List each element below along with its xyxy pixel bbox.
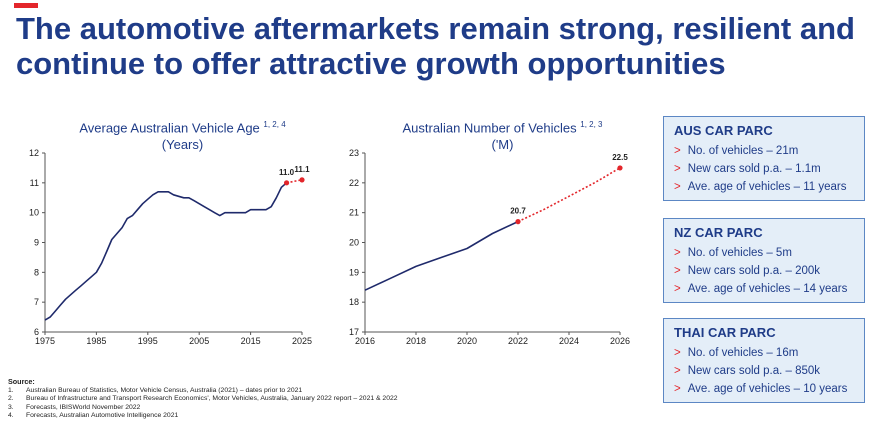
age-y-tick-label: 12	[29, 148, 39, 158]
count-point-marker	[515, 219, 521, 225]
age-forecast-line	[286, 179, 303, 184]
card-item: > Ave. age of vehicles – 11 years	[674, 178, 854, 196]
count-y-tick-label: 18	[349, 297, 359, 307]
card-item-text: No. of vehicles – 16m	[687, 347, 799, 359]
age-point-marker	[283, 180, 290, 186]
card-title: AUS CAR PARC	[674, 123, 773, 138]
card-title: THAI CAR PARC	[674, 325, 776, 340]
chevron-right-icon: >	[674, 283, 681, 295]
card-title: NZ CAR PARC	[674, 225, 763, 240]
card-item-text: No. of vehicles – 21m	[687, 145, 799, 157]
card-item-text: Ave. age of vehicles – 14 years	[687, 283, 848, 295]
card-item: > New cars sold p.a. – 1.1m	[674, 160, 854, 178]
chevron-right-icon: >	[674, 247, 681, 259]
chart2-title-text: Australian Number of Vehicles	[402, 120, 577, 136]
count-data-label: 22.5	[612, 153, 628, 162]
count-y-tick-label: 17	[349, 327, 359, 337]
count-point-marker	[617, 165, 623, 171]
age-x-tick-label: 2025	[292, 336, 312, 346]
age-x-tick-label: 1995	[138, 336, 158, 346]
age-x-tick-label: 1985	[86, 336, 106, 346]
source-number: 2.	[8, 395, 14, 403]
count-x-tick-label: 2016	[355, 336, 375, 346]
card-item: > No. of vehicles – 16m	[674, 344, 854, 362]
vehicle-count-chart: 17 18 19 20 21 22 23 2016 2018 2020 2022 2024 2026 20…	[349, 148, 630, 346]
chart1-unit: (Years)	[161, 137, 204, 153]
age-x-tick-label: 2015	[241, 336, 261, 346]
count-y-tick-label: 23	[349, 148, 359, 158]
source-text: Bureau of Infrastructure and Transport R…	[26, 395, 398, 403]
chart1-title-footnote: 1, 2, 4	[263, 120, 286, 129]
card-item: > Ave. age of vehicles – 10 years	[674, 380, 854, 398]
age-y-tick-label: 10	[29, 208, 39, 218]
count-y-tick-label: 20	[349, 238, 359, 248]
source-text: Australian Bureau of Statistics, Motor V…	[26, 386, 303, 394]
chart2-title: Australian Number of Vehicles 1, 2, 3 ('…	[360, 116, 645, 153]
age-data-label: 11.0	[279, 168, 295, 177]
chevron-right-icon: >	[674, 145, 681, 157]
chevron-right-icon: >	[674, 365, 681, 377]
source-text: Forecasts, Australian Automotive Intelli…	[26, 412, 179, 420]
vehicle-age-chart: 6 7 8 9 10 11 12 1975 1985 1995 2005 2015 2025 11.0 11…	[29, 148, 312, 346]
card-item-text: New cars sold p.a. – 200k	[687, 265, 821, 277]
card-item-text: New cars sold p.a. – 1.1m	[687, 163, 821, 175]
chart1-title: Average Australian Vehicle Age 1, 2, 4 (…	[40, 116, 325, 153]
source-text: Forecasts, IBISWorld November 2022	[26, 403, 141, 411]
source-item: 2. Bureau of Infrastructure and Transport…	[8, 395, 398, 404]
card-item: > No. of vehicles – 21m	[674, 142, 854, 160]
age-x-tick-label: 2005	[189, 336, 209, 346]
count-x-tick-label: 2024	[559, 336, 579, 346]
chart2-title-footnote: 1, 2, 3	[580, 120, 603, 129]
thai-car-parc-card: THAI CAR PARC > No. of vehicles – 16m > Ne…	[663, 318, 865, 403]
card-item: > New cars sold p.a. – 850k	[674, 362, 854, 380]
accent-bar	[14, 3, 38, 8]
age-y-tick-label: 8	[34, 267, 39, 277]
age-y-tick-label: 7	[34, 297, 39, 307]
source-item: 3. Forecasts, IBISWorld November 2022	[8, 404, 398, 413]
source-number: 1.	[8, 386, 14, 394]
card-item-text: Ave. age of vehicles – 10 years	[687, 383, 848, 395]
source-number: 3.	[8, 403, 14, 411]
age-x-tick-label: 1975	[35, 336, 55, 346]
sources-heading: Source:	[8, 377, 35, 386]
nz-car-parc-card: NZ CAR PARC > No. of vehicles – 5m > New c…	[663, 218, 865, 303]
card-item-text: Ave. age of vehicles – 11 years	[687, 181, 847, 193]
age-point-marker	[299, 177, 305, 183]
card-item: > New cars sold p.a. – 200k	[674, 262, 854, 280]
chevron-right-icon: >	[674, 347, 681, 359]
count-y-tick-label: 21	[349, 208, 359, 218]
chevron-right-icon: >	[674, 265, 681, 277]
card-item: > Ave. age of vehicles – 14 years	[674, 280, 854, 298]
count-x-tick-label: 2026	[610, 336, 630, 346]
chart2-unit: ('M)	[491, 137, 514, 153]
age-actual-line	[44, 182, 288, 321]
chevron-right-icon: >	[674, 383, 681, 395]
count-y-tick-label: 22	[349, 178, 359, 188]
source-number: 4.	[8, 412, 14, 420]
count-x-tick-label: 2022	[508, 336, 528, 346]
card-item-text: No. of vehicles – 5m	[687, 247, 792, 259]
aus-car-parc-card: AUS CAR PARC > No. of vehicles – 21m > New…	[663, 116, 865, 201]
count-actual-line	[364, 220, 519, 291]
card-item: > No. of vehicles – 5m	[674, 244, 854, 262]
count-data-label: 20.7	[510, 207, 526, 216]
count-x-tick-label: 2018	[406, 336, 426, 346]
count-x-tick-label: 2020	[457, 336, 477, 346]
chevron-right-icon: >	[674, 181, 681, 193]
count-forecast-line	[517, 167, 621, 223]
age-y-tick-label: 9	[34, 238, 39, 248]
source-item: 4. Forecasts, Australian Automotive Intel…	[8, 412, 398, 421]
age-data-label: 11.1	[294, 165, 310, 174]
age-y-tick-label: 11	[30, 178, 39, 188]
sources: Source: 1. Australian Bureau of Statistic…	[8, 377, 398, 421]
source-item: 1. Australian Bureau of Statistics, Motor…	[8, 387, 398, 396]
age-y-tick-label: 6	[34, 327, 39, 337]
card-item-text: New cars sold p.a. – 850k	[687, 365, 821, 377]
page-title: The automotive aftermarkets remain stron…	[16, 11, 855, 81]
count-y-tick-label: 19	[349, 267, 359, 277]
chevron-right-icon: >	[674, 163, 681, 175]
chart1-title-text: Average Australian Vehicle Age	[79, 120, 260, 136]
